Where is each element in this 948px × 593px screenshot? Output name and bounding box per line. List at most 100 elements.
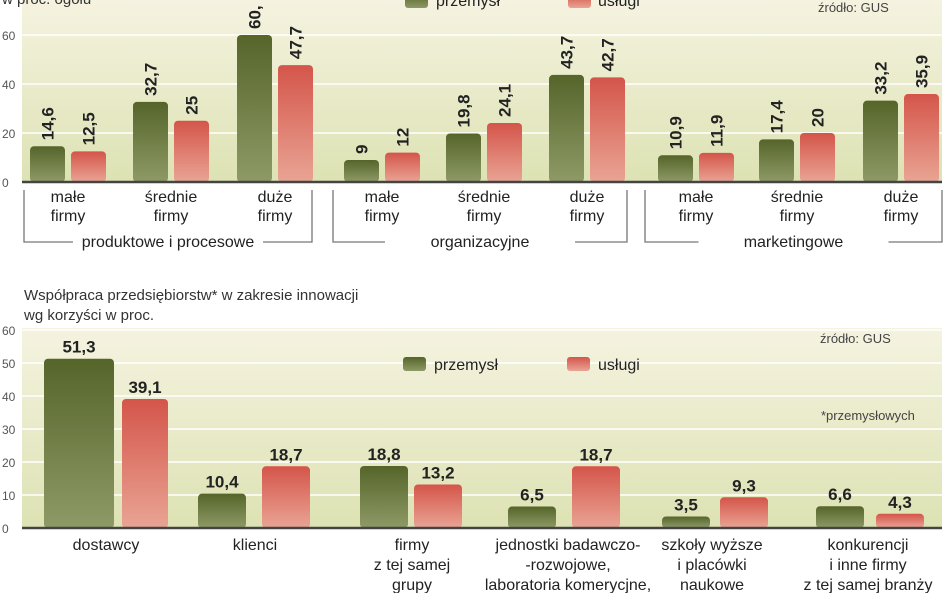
data-label: 18,8 [367,445,400,464]
bar-uslugi [174,120,209,182]
data-label: 33,2 [872,62,891,95]
y-tick-label: 30 [2,423,16,437]
category-label: duże [258,189,293,206]
category-label: laboratoria komerycjne, [485,577,651,593]
category-label: średnie [145,189,198,206]
data-label: 20 [809,108,828,127]
data-label: 43,7 [558,36,577,69]
data-label: 51,3 [62,338,95,357]
category-label: firmy [679,208,714,225]
category-label: i inne firmy [829,557,906,574]
data-label: 9 [353,144,372,153]
data-label: 25 [183,96,202,115]
y-tick-label: 40 [2,78,16,92]
category-label: z tej samej branży [804,577,933,593]
data-label: 14,6 [39,107,58,140]
bar-przemysl [237,35,272,182]
y-tick-label: 20 [2,127,16,141]
data-label: 19,8 [455,94,474,127]
group-bracket [644,190,943,243]
data-label: 9,3 [732,476,756,495]
chart-subtitle: w proc. ogółu [1,0,91,8]
legend-swatch-uslugi [567,357,590,371]
bar-przemysl [658,155,693,182]
bar-uslugi [720,497,768,528]
bar-uslugi [122,398,168,528]
bar-przemysl [446,133,481,182]
y-tick-label: 0 [2,522,9,536]
data-label: 18,7 [579,445,612,464]
legend-label-przemysl: przemysł [436,0,500,10]
category-label: małe [51,189,86,206]
data-label: 10,9 [667,116,686,149]
chart-title: wg korzyści w proc. [23,307,154,324]
bar-przemysl [344,159,379,182]
group-bracket [23,190,313,243]
category-label: firmy [365,208,400,225]
bar-uslugi [385,152,420,182]
data-label: 10,4 [205,473,239,492]
bar-uslugi [278,65,313,182]
data-label: 6,5 [520,486,544,505]
data-label: 13,2 [421,463,454,482]
y-tick-label: 60 [2,29,16,43]
bar-uslugi [590,77,625,182]
category-label: firmy [570,208,605,225]
group-label: produktowe i procesowe [82,234,255,251]
y-tick-label: 20 [2,456,16,470]
category-label: grupy [392,577,432,593]
y-tick-label: 40 [2,390,16,404]
category-label: firmy [154,208,189,225]
bar-przemysl [816,506,864,528]
category-label: jednostki badawczo- [495,537,641,554]
bar-uslugi [414,484,462,528]
data-label: 32,7 [142,63,161,96]
category-label: duże [884,189,919,206]
data-label: 60, [246,5,265,29]
bar-przemysl [360,465,408,528]
category-label: firmy [467,208,502,225]
category-label: małe [679,189,714,206]
data-label: 3,5 [674,495,698,514]
bar-uslugi [904,94,939,182]
y-tick-label: 0 [2,176,9,190]
group-label: organizacyjne [431,234,530,251]
data-label: 11,9 [708,115,727,147]
data-label: 12,5 [80,112,99,145]
data-label: 47,7 [287,26,306,59]
data-label: 17,4 [768,100,787,134]
bar-przemysl [44,358,114,528]
category-label: firmy [258,208,293,225]
y-tick-label: 10 [2,489,16,503]
legend-swatch-uslugi [568,0,591,8]
category-label: firmy [395,537,430,554]
bar-przemysl [508,506,556,528]
data-label: 6,6 [828,485,852,504]
bar-przemysl [863,100,898,182]
source-label: źródło: GUS [820,331,891,346]
bar-uslugi [800,133,835,182]
legend-swatch-przemysl [405,0,428,8]
category-label: -rozwojowe, [525,557,610,574]
bar-uslugi [699,152,734,182]
y-tick-label: 60 [2,324,16,338]
category-label: i placówki [677,557,746,574]
data-label: 18,7 [269,445,302,464]
data-label: 35,9 [913,55,932,88]
bar-uslugi [876,513,924,528]
category-label: konkurencji [828,537,909,554]
legend-swatch-przemysl [403,357,426,371]
bar-uslugi [262,466,310,528]
data-label: 4,3 [888,493,912,512]
bar-przemysl [198,493,246,528]
category-label: klienci [233,537,277,554]
category-label: duże [570,189,605,206]
category-label: firmy [884,208,919,225]
group-label: marketingowe [744,234,844,251]
source-label: źródło: GUS [818,0,889,15]
bar-uslugi [572,466,620,528]
bar-uslugi [487,122,522,182]
data-label: 39,1 [128,378,161,397]
category-label: dostawcy [73,537,140,554]
